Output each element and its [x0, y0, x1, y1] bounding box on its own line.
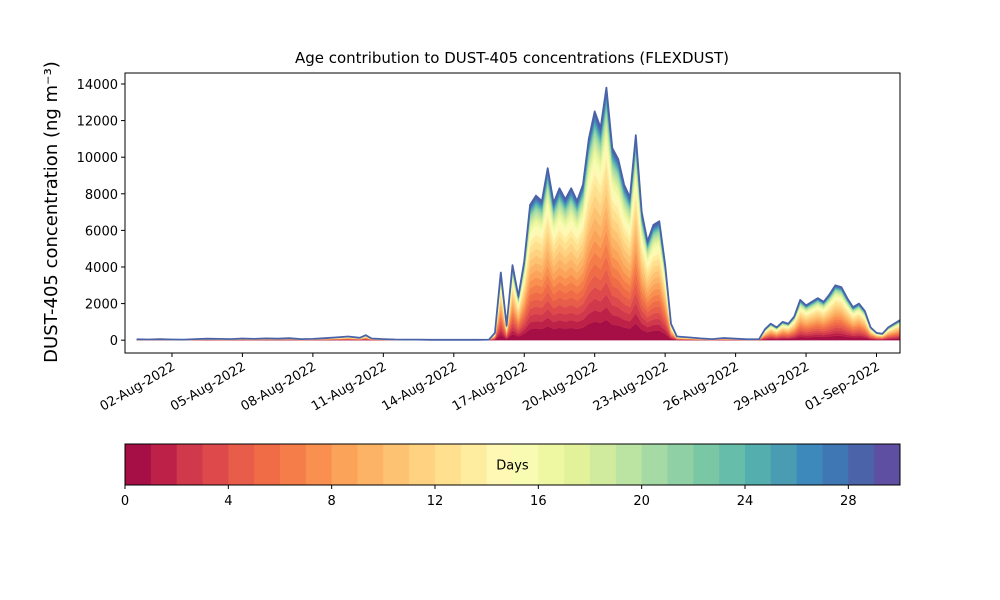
colorbar-tick-label: 4: [224, 494, 232, 509]
x-tick-label: 11-Aug-2022: [309, 359, 389, 414]
colorbar-swatch: [305, 444, 333, 485]
colorbar-swatch: [796, 444, 823, 485]
colorbar-swatch: [512, 444, 539, 485]
y-axis: 0 2000 4000 6000 8000 10000 12000 14000: [77, 78, 125, 349]
plot-frame: [124, 72, 901, 354]
colorbar-tick-label: 28: [840, 494, 857, 509]
y-tick-label: 0: [110, 334, 118, 349]
colorbar-swatch: [719, 444, 746, 485]
y-tick-label: 12000: [77, 115, 118, 130]
colorbar-swatch: [615, 444, 643, 485]
colorbar-swatch: [435, 444, 462, 485]
colorbar-swatch: [848, 444, 875, 485]
colorbar-swatch: [383, 444, 410, 485]
y-tick-label: 8000: [85, 188, 118, 203]
colorbar-frame: [124, 443, 901, 486]
colorbar-swatch: [280, 444, 307, 485]
x-tick-label: 14-Aug-2022: [379, 359, 459, 414]
colorbar-swatch: [409, 444, 436, 485]
colorbar-tick-label: 16: [530, 494, 547, 509]
total-series-line: [136, 86, 900, 341]
colorbar-swatch: [770, 444, 798, 485]
colorbar-tick-label: 24: [737, 494, 754, 509]
colorbar-swatch: [460, 444, 488, 485]
chart-title: Age contribution to DUST-405 concentrati…: [295, 49, 729, 67]
colorbar-swatch: [254, 444, 281, 485]
colorbar-label: Days: [496, 459, 529, 474]
x-tick-label: 17-Aug-2022: [450, 359, 530, 414]
total-line-group: [136, 86, 900, 341]
colorbar-tick-label: 0: [121, 494, 129, 509]
y-tick-label: 6000: [85, 224, 118, 239]
colorbar-swatch: [176, 444, 203, 485]
colorbar-swatch: [150, 444, 178, 485]
colorbar-swatch: [125, 444, 152, 485]
x-axis: 02-Aug-202205-Aug-202208-Aug-202211-Aug-…: [98, 353, 883, 415]
colorbar-swatch: [486, 444, 513, 485]
x-tick-label: 08-Aug-2022: [239, 359, 319, 414]
x-tick-label: 26-Aug-2022: [661, 359, 741, 414]
colorbar-swatch: [202, 444, 229, 485]
colorbar: 0 4 8 12 16 20 24 28 Days: [121, 443, 901, 509]
y-tick-label: 10000: [77, 151, 118, 166]
colorbar-swatch: [745, 444, 772, 485]
colorbar-swatch: [331, 444, 358, 485]
colorbar-swatch: [590, 444, 617, 485]
x-tick-label: 23-Aug-2022: [591, 359, 671, 414]
colorbar-swatch: [564, 444, 591, 485]
x-tick-label: 01-Sep-2022: [803, 359, 883, 414]
colorbar-tick-label: 20: [633, 494, 650, 509]
colorbar-swatch: [693, 444, 720, 485]
colorbar-swatch: [228, 444, 255, 485]
y-tick-label: 4000: [85, 261, 118, 276]
x-tick-label: 29-Aug-2022: [732, 359, 812, 414]
y-axis-label: DUST-405 concentration (ng m⁻³): [41, 61, 62, 363]
x-tick-label: 20-Aug-2022: [520, 359, 600, 414]
x-tick-label: 05-Aug-2022: [168, 359, 248, 414]
colorbar-tick-label: 12: [427, 494, 444, 509]
y-tick-label: 14000: [77, 78, 118, 93]
x-tick-label: 02-Aug-2022: [98, 359, 178, 414]
colorbar-swatch: [357, 444, 384, 485]
colorbar-swatch: [641, 444, 668, 485]
colorbar-swatch: [822, 444, 849, 485]
colorbar-swatch: [538, 444, 565, 485]
colorbar-tick-label: 8: [328, 494, 336, 509]
colorbar-swatch: [667, 444, 694, 485]
age-stacked-areas: [136, 87, 900, 341]
y-tick-label: 2000: [85, 298, 118, 313]
colorbar-swatch: [874, 444, 901, 485]
